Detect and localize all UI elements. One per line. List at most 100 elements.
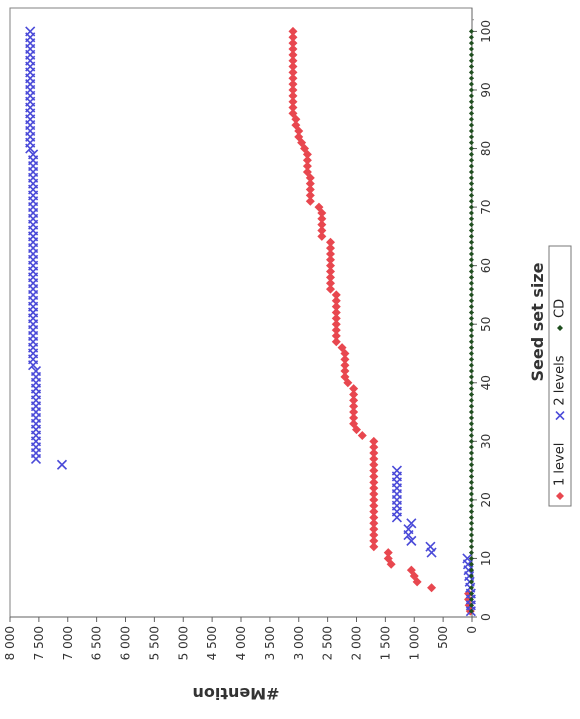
data-point-diamond [349,419,359,429]
data-point-dot [468,573,474,579]
data-point-diamond [369,466,379,476]
data-point-diamond [288,50,298,60]
y-tick-label: 5 000 [176,626,190,660]
data-point-dot [468,339,474,345]
data-point-dot [468,175,474,181]
data-point-diamond [331,319,341,329]
data-point-diamond [383,548,393,558]
x-tick-label: 50 [479,317,493,332]
data-point-diamond [294,132,304,142]
data-point-dot [468,251,474,257]
y-tick-label: 4 500 [205,626,219,660]
data-point-diamond [369,454,379,464]
data-point-diamond [305,196,315,206]
data-point-diamond [291,120,301,130]
data-point-diamond [369,518,379,528]
data-point-dot [468,491,474,497]
data-point-diamond [340,366,350,376]
x-tick-label: 30 [479,434,493,449]
legend: 1 level 2 levels CD [548,245,572,507]
data-point-diamond [383,553,393,563]
x-axis: 0 10 20 30 40 50 60 70 80 90 100 [471,8,493,621]
data-point-diamond [326,243,336,253]
data-point-diamond [406,565,416,575]
data-point-dot [468,427,474,433]
data-point-dot [468,110,474,116]
data-point-diamond [369,507,379,517]
data-point-dot [468,269,474,275]
data-point-dot [468,310,474,315]
data-point-dot [468,87,474,93]
data-point-dot [468,286,474,292]
data-point-dot [468,602,474,608]
data-point-dot [468,46,474,52]
x-tick-label: 20 [479,492,493,507]
y-tick-label: 6 000 [119,626,133,660]
data-point-dot [468,274,474,280]
data-point-diamond [369,495,379,505]
data-point-dot [468,585,474,591]
data-point-x [56,459,68,470]
data-point-diamond [288,97,298,107]
data-point-diamond [331,325,341,335]
data-point-diamond [369,489,379,499]
data-point-dot [468,146,474,152]
y-tick-label: 2 500 [321,626,335,660]
data-point-dot [468,356,474,362]
x-tick-label: 60 [479,258,493,273]
data-point-diamond [331,337,341,347]
data-point-diamond [369,448,379,458]
x-axis-title: Seed set size [528,262,547,381]
y-tick-label: 5 500 [147,626,161,660]
data-point-dot [468,181,474,187]
data-point-diamond [317,220,327,230]
data-points [25,26,476,617]
data-point-diamond [349,389,359,399]
data-point-dot [468,520,474,526]
data-point-dot [468,555,474,561]
data-point-dot [468,509,474,515]
data-point-dot [468,304,474,310]
data-point-dot [468,216,474,222]
data-point-diamond [302,167,312,177]
y-tick-label: 6 500 [90,626,104,660]
data-point-dot [468,157,474,163]
data-point-dot [468,421,474,427]
data-point-diamond [357,430,367,440]
data-point-dot [468,245,474,251]
data-point-dot [468,128,474,134]
data-point-diamond [349,401,359,411]
data-point-diamond [326,237,336,247]
x-tick-label: 0 [479,613,493,621]
data-point-diamond [288,44,298,54]
data-point-diamond [369,483,379,493]
data-point-diamond [369,501,379,511]
data-point-dot [468,99,474,105]
data-point-dot [468,374,474,380]
data-point-dot [468,34,474,40]
data-point-diamond [331,331,341,341]
legend-item-2: CD [553,299,568,331]
data-point-x [391,465,402,476]
data-point-dot [468,69,474,75]
data-point-diamond [326,267,336,277]
data-point-dot [468,52,474,58]
data-point-x [403,524,414,535]
data-point-dot [468,386,474,392]
data-point-dot [468,333,474,339]
data-point-diamond [317,214,327,224]
legend-marker-x [555,411,565,421]
data-point-diamond [326,249,336,259]
y-tick-label: 500 [436,626,450,649]
y-tick-label: 3 000 [292,626,306,660]
y-tick-label: 4 000 [234,626,248,660]
data-point-dot [468,321,474,327]
data-point-diamond [340,360,350,370]
y-axis: 0 500 1 000 1 500 2 000 2 500 3 000 3 500 4 000 4… [3,616,479,660]
data-point-dot [468,263,474,269]
data-point-dot [468,444,474,450]
data-point-dot [468,438,474,444]
data-point-diamond [288,91,298,101]
data-point-diamond [331,296,341,306]
